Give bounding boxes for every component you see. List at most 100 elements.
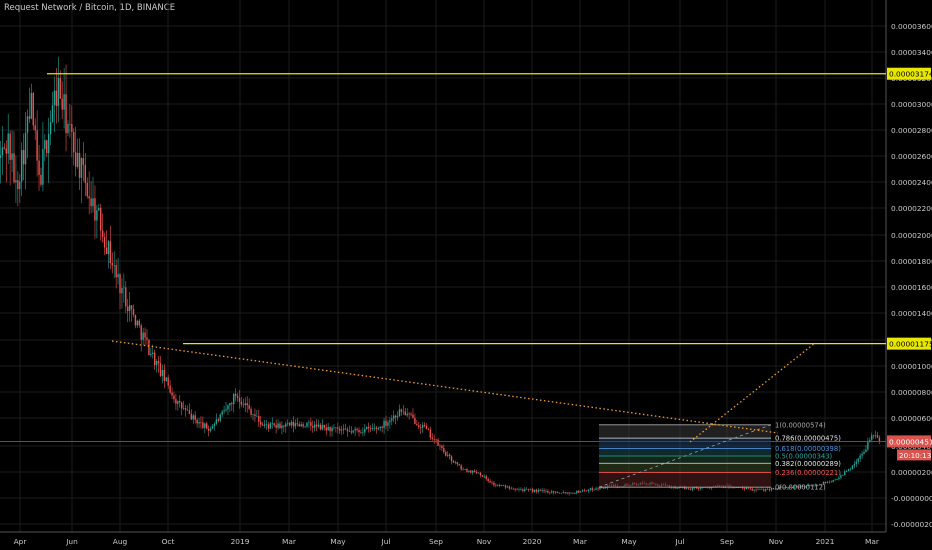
- fib-zone: [599, 448, 771, 456]
- candle-body: [770, 487, 773, 491]
- candle-body: [383, 420, 385, 428]
- x-tick-label: 2019: [231, 537, 250, 546]
- candle-body: [595, 488, 597, 490]
- candle-body: [196, 419, 198, 424]
- candle-body: [400, 409, 403, 412]
- candle-body: [92, 198, 94, 207]
- x-tick-label: Sep: [720, 537, 734, 546]
- candle-body: [227, 405, 229, 410]
- candle-body: [418, 425, 420, 428]
- candle-body: [541, 490, 543, 491]
- candle-body: [491, 482, 493, 484]
- candle-body: [473, 470, 476, 472]
- candle-body: [838, 477, 840, 479]
- candle-body: [512, 488, 514, 490]
- candle-body: [560, 492, 563, 494]
- candle-body: [319, 424, 322, 430]
- candle-body: [504, 485, 507, 488]
- candle-body: [242, 404, 245, 406]
- candle-body: [526, 489, 528, 490]
- candle-body: [466, 469, 468, 472]
- candle-body: [464, 469, 466, 470]
- candle-body: [377, 428, 379, 430]
- y-tick-label: 0.00002800: [891, 126, 932, 135]
- candle-body: [389, 420, 391, 423]
- candle-body: [260, 421, 262, 425]
- candle-body: [346, 429, 349, 432]
- candle-body: [566, 492, 568, 494]
- candle-body: [765, 489, 767, 491]
- candle-body: [192, 415, 194, 420]
- candle-body: [215, 419, 218, 424]
- y-tick-label: 0.00001000: [891, 362, 932, 371]
- candle-body: [857, 458, 859, 462]
- candle-body: [766, 489, 769, 490]
- candle-body: [487, 478, 489, 482]
- candle-body: [261, 424, 264, 426]
- candle-body: [510, 488, 512, 490]
- candle-body: [285, 423, 287, 427]
- candle-body: [404, 411, 406, 416]
- candle-body: [379, 426, 381, 429]
- candle-body: [286, 423, 289, 424]
- candle-body: [755, 489, 757, 491]
- candle-body: [163, 369, 166, 382]
- candle-body: [161, 369, 164, 376]
- candle-body: [493, 482, 495, 486]
- candle-body: [84, 164, 87, 183]
- candle-body: [256, 416, 258, 417]
- candle-body: [564, 492, 566, 494]
- candle-body: [429, 429, 432, 438]
- y-tick-label: 0.00002600: [891, 152, 932, 161]
- x-tick-label: Jun: [65, 537, 78, 546]
- candle-body: [547, 490, 549, 493]
- candle-body: [556, 491, 559, 493]
- candle-body: [763, 489, 765, 491]
- candle-body: [180, 402, 183, 409]
- candle-body: [574, 493, 576, 494]
- candle-body: [757, 489, 759, 491]
- candle-body: [878, 437, 881, 442]
- candle-body: [258, 416, 260, 422]
- candle-body: [738, 487, 740, 489]
- candle-body: [516, 489, 518, 491]
- candle-body: [872, 435, 875, 436]
- candle-body: [200, 422, 202, 423]
- candle-body: [204, 423, 206, 428]
- y-tick-label: 0.00001800: [891, 257, 932, 266]
- candle-body: [508, 486, 511, 489]
- candle-body: [373, 427, 376, 429]
- candle-body: [847, 469, 850, 471]
- candle-body: [431, 437, 433, 440]
- candle-body: [225, 409, 227, 411]
- candle-body: [310, 422, 312, 427]
- candle-body: [337, 427, 339, 429]
- candle-body: [96, 210, 98, 221]
- candle-body: [472, 470, 474, 473]
- candle-body: [40, 174, 42, 185]
- trend-line-projection: [689, 342, 816, 443]
- candle-body: [551, 491, 553, 493]
- candle-body: [452, 460, 455, 463]
- candle-body: [22, 150, 25, 165]
- candle-body: [28, 116, 31, 119]
- y-tick-label: 0.00000800: [891, 388, 932, 397]
- candle-body: [485, 476, 487, 479]
- candle-body: [36, 130, 38, 161]
- candle-body: [514, 488, 516, 490]
- candle-body: [211, 425, 214, 429]
- candle-body: [402, 411, 405, 413]
- candle-body: [826, 482, 829, 483]
- candle-body: [579, 491, 582, 493]
- candle-body: [263, 424, 266, 426]
- candle-body: [250, 408, 252, 415]
- candle-body: [545, 490, 547, 492]
- candle-body: [127, 306, 129, 312]
- x-tick-label: Nov: [477, 537, 492, 546]
- candle-body: [844, 471, 846, 476]
- candle-body: [851, 465, 854, 469]
- candle-body: [159, 363, 162, 376]
- candle-body: [9, 133, 11, 160]
- fib-level-label: 0.5(0.00000343): [775, 452, 833, 460]
